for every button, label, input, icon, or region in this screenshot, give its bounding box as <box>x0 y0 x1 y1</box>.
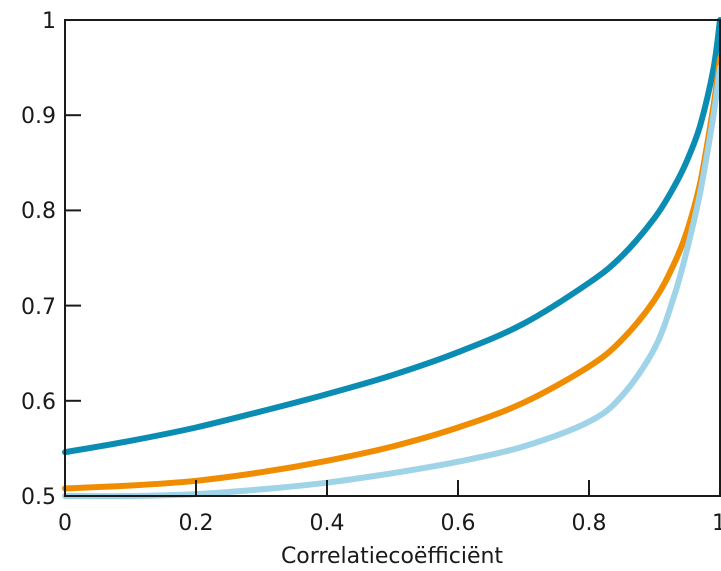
y-tick-label: 1 <box>42 9 56 34</box>
x-tick-label: 0.4 <box>310 511 345 536</box>
y-tick-label: 0.7 <box>21 295 56 320</box>
x-tick-label: 0.8 <box>572 511 607 536</box>
x-tick-label: 0.2 <box>179 511 214 536</box>
x-axis-title: Correlatiecoëfficiënt <box>281 544 503 569</box>
series-lines <box>62 17 721 500</box>
series-line-2 <box>62 55 721 492</box>
y-tick-label: 0.9 <box>21 104 56 129</box>
x-tick-label: 0 <box>58 511 72 536</box>
x-tick-label: 1 <box>712 511 721 536</box>
x-tick-label: 0.6 <box>441 511 476 536</box>
series-line-3 <box>62 64 721 500</box>
series-line-1 <box>62 17 721 456</box>
y-tick-label: 0.6 <box>21 390 56 415</box>
y-tick-label: 0.8 <box>21 199 56 224</box>
plot-frame <box>64 19 721 497</box>
y-tick-label: 0.5 <box>21 485 56 510</box>
